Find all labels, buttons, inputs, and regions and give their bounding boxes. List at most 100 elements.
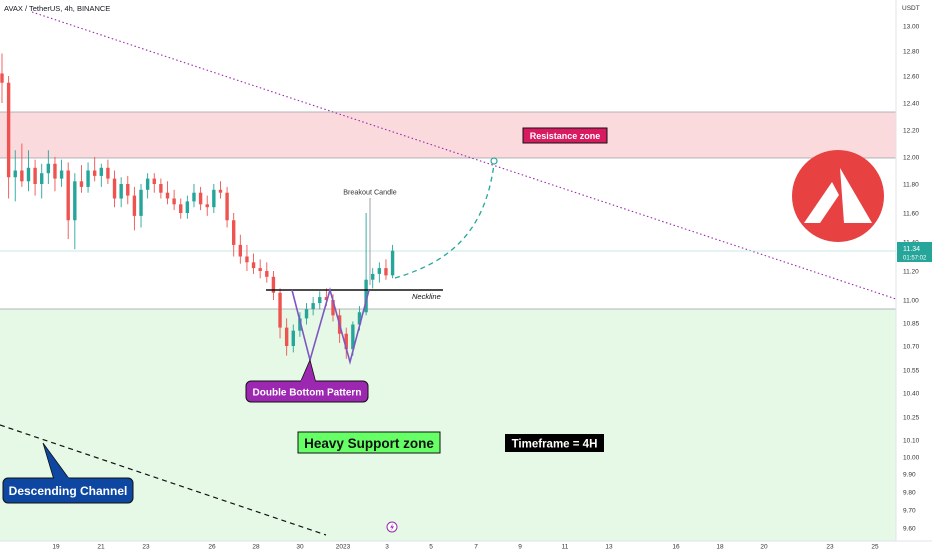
price-tick-label: 9.70 [903,508,916,515]
candle-body [284,327,289,346]
price-tick-label: 10.55 [903,368,920,375]
candle [298,312,302,337]
candle-body [145,178,150,190]
candle-body [0,73,4,83]
time-axis[interactable] [0,541,932,550]
candle [278,288,282,339]
candle [66,162,70,240]
price-tick-label: 9.80 [903,490,916,497]
candle [291,324,295,353]
candle [92,157,97,182]
time-tick-label: 7 [474,544,478,551]
resistance-label-box [522,127,608,144]
candle [132,186,137,231]
candle-body [205,204,209,208]
candle [212,184,216,213]
candle-body [351,324,355,350]
resistance-label: Resistance zone [530,131,601,141]
candle [251,253,256,274]
candle [304,303,309,325]
candle-body [179,204,183,213]
time-tick-label: 30 [296,544,304,551]
price-badge [897,242,932,262]
price-tick-label: 10.10 [903,438,920,445]
descending-channel-line[interactable] [0,424,327,536]
time-tick-label: 23 [142,544,150,551]
candle [33,159,37,196]
time-tick-label: 13 [605,544,613,551]
candle-body [232,220,236,245]
candle [126,175,130,205]
candles-layer [0,53,395,359]
pattern-callout-joint [301,380,315,383]
time-tick-label: 9 [518,544,522,551]
price-badge-price: 11.34 [903,246,920,253]
candle [159,178,163,199]
candle-body [318,297,322,304]
candle [205,195,209,216]
candle [46,150,51,184]
candle-body [165,192,170,199]
candle [185,195,190,219]
price-tick-label: 11.60 [903,211,919,218]
time-tick-label: 20 [760,544,768,551]
time-tick-label: 5 [429,544,433,551]
projected-path[interactable] [394,163,495,279]
candle-body [59,170,64,179]
neckline-label: Neckline [412,292,441,301]
candle-body [33,167,37,184]
candle-body [238,244,243,257]
candle-body [298,318,302,331]
price-tick-label: 12.60 [903,74,920,81]
candle-body [172,198,176,205]
price-tick-label: 10.00 [903,455,920,462]
candle-body [384,268,388,276]
price-tick-label: 10.85 [903,321,920,328]
candle-body [6,82,11,178]
time-tick-label: 16 [672,544,680,551]
symbol-title[interactable]: AVAX / TetherUS, 4h, BINANCE [4,4,110,13]
candle [40,163,44,199]
candle-body [106,167,110,179]
candle-body [271,276,276,293]
candle-body [92,170,97,176]
candle-body [311,303,315,310]
candle-body [66,170,70,221]
lightning-icon[interactable] [386,521,398,533]
price-tick-label: 10.25 [903,415,920,422]
candle [172,189,176,211]
resistance-zone [0,112,896,158]
candle [6,76,11,199]
candle [13,150,17,202]
candle-body [53,163,57,179]
timeframe-label-box [505,434,604,452]
candle-body [26,167,31,182]
candle [179,198,183,219]
candle [225,186,229,228]
double-bottom-zigzag[interactable] [291,287,370,366]
candle-body [192,192,196,202]
price-scale[interactable] [896,0,932,541]
price-tick-label: 9.60 [903,526,916,533]
candle-body [304,309,309,319]
candle [112,170,117,208]
candle [26,150,31,192]
candle [79,165,84,193]
candle-body [13,170,17,178]
candle [119,177,123,208]
candle-body [324,297,329,300]
time-tick-label: 28 [252,544,260,551]
candle-body [265,271,269,277]
time-tick-label: 26 [208,544,216,551]
time-tick-label: 19 [52,544,60,551]
candle-body [126,184,130,196]
candle [265,262,269,283]
time-tick-label: 3 [385,544,389,551]
candle [99,163,103,187]
price-tick-label: 11.20 [903,269,919,276]
candle [165,181,170,205]
candle-body [212,189,216,208]
candle [238,234,243,264]
price-tick-label: 12.00 [903,155,920,162]
